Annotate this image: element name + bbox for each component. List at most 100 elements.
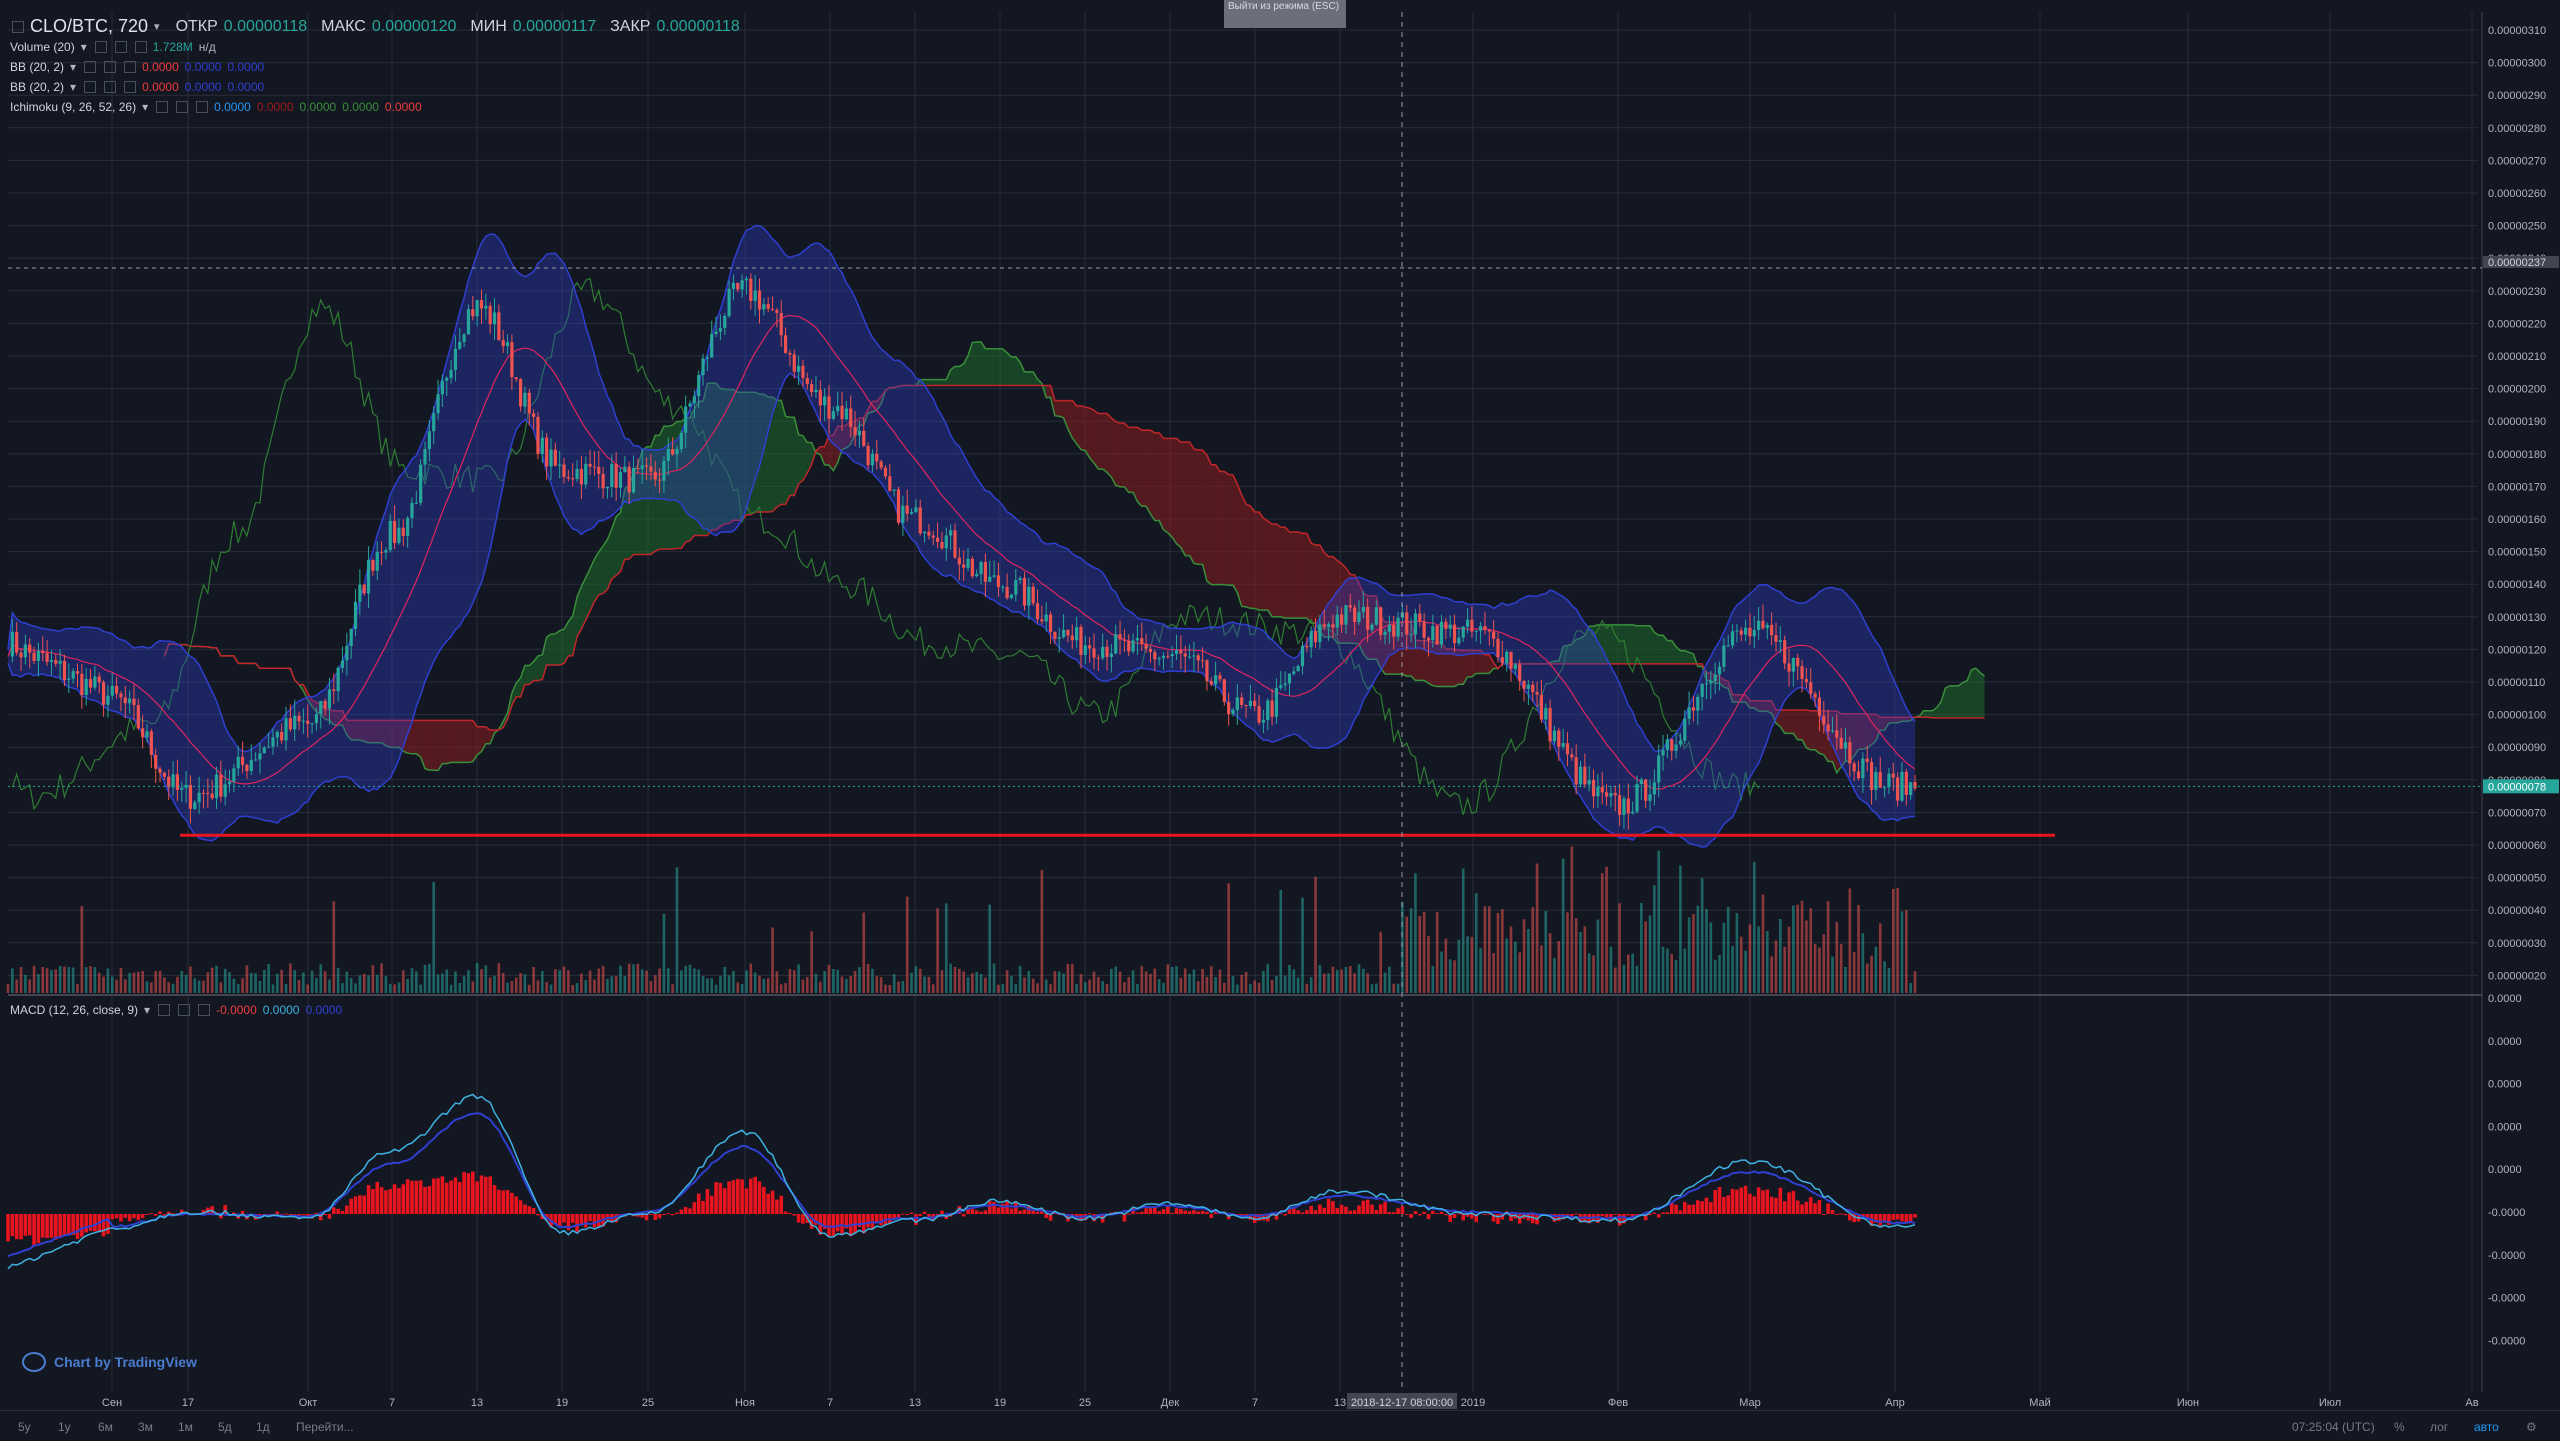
macd-histogram-bar: [562, 1214, 566, 1223]
macd-histogram-bar: [701, 1201, 705, 1214]
macd-histogram-bar: [336, 1209, 340, 1214]
tradingview-watermark[interactable]: Chart by TradingView: [22, 1352, 197, 1372]
volume-bar: [880, 977, 883, 993]
volume-bar: [593, 980, 596, 993]
volume-bar: [1058, 972, 1061, 993]
candle-body: [1227, 702, 1230, 714]
candle-body: [1336, 614, 1339, 627]
macd-signal-line: [8, 1113, 1915, 1256]
volume-bar: [1379, 932, 1382, 993]
volume-bar: [1366, 973, 1369, 993]
volume-bar: [1188, 974, 1191, 993]
candle-body: [1131, 640, 1134, 651]
candle-body: [280, 732, 283, 740]
macd-histogram-bar: [1831, 1210, 1835, 1214]
timeframe-1d[interactable]: 1д: [256, 1420, 270, 1434]
macd-histogram-bar: [1409, 1214, 1413, 1218]
timeframe-6m[interactable]: 6м: [98, 1420, 113, 1434]
volume-bar: [1227, 883, 1230, 993]
symbol-title[interactable]: CLO/BTC, 720: [30, 16, 148, 37]
candle-body: [284, 718, 287, 740]
volume-bar: [945, 903, 948, 993]
macd-histogram-bar: [1322, 1208, 1326, 1214]
macd-histogram-bar: [1718, 1187, 1722, 1214]
bb1-legend[interactable]: BB (20, 2) ▾ 0.0000 0.0000 0.0000: [10, 60, 264, 74]
settings-icon[interactable]: [104, 61, 116, 73]
volume-bar: [1193, 970, 1196, 993]
collapse-icon[interactable]: [12, 21, 24, 33]
close-icon[interactable]: [124, 81, 136, 93]
volume-bar: [1388, 967, 1391, 993]
candle-body: [1366, 607, 1369, 630]
chevron-down-icon[interactable]: ▾: [81, 40, 87, 54]
eye-icon[interactable]: [95, 41, 107, 53]
settings-icon[interactable]: [115, 41, 127, 53]
exit-fullscreen-hint[interactable]: Выйти из режима (ESC): [1224, 0, 1346, 28]
candle-body: [1292, 671, 1295, 674]
macd-histogram-bar: [1375, 1210, 1379, 1214]
ichimoku-legend[interactable]: Ichimoku (9, 26, 52, 26) ▾ 0.0000 0.0000…: [10, 100, 422, 114]
timeframe-5d[interactable]: 5д: [218, 1420, 232, 1434]
timeframe-1y[interactable]: 1y: [58, 1420, 71, 1434]
goto-date-button[interactable]: Перейти...: [296, 1420, 354, 1434]
bb2-legend[interactable]: BB (20, 2) ▾ 0.0000 0.0000 0.0000: [10, 80, 264, 94]
volume-bar: [428, 964, 431, 993]
close-icon[interactable]: [196, 101, 208, 113]
volume-bar: [1101, 981, 1104, 993]
volume-bar: [141, 971, 144, 993]
kumo-segment: [1103, 413, 1107, 472]
volume-bar: [1340, 969, 1343, 993]
ichimoku-legend-name[interactable]: Ichimoku (9, 26, 52, 26): [10, 100, 136, 114]
eye-icon[interactable]: [156, 101, 168, 113]
macd-histogram-bar: [1301, 1212, 1305, 1214]
macd-histogram-bar: [532, 1208, 536, 1214]
chevron-down-icon[interactable]: ▾: [70, 80, 76, 94]
timeframe-1m[interactable]: 1м: [178, 1420, 193, 1434]
bb1-legend-name[interactable]: BB (20, 2): [10, 60, 64, 74]
close-icon[interactable]: [124, 61, 136, 73]
timeframe-3m[interactable]: 3м: [138, 1420, 153, 1434]
log-toggle[interactable]: лог: [2430, 1420, 2448, 1434]
volume-bar: [1501, 909, 1504, 993]
chevron-down-icon[interactable]: ▾: [70, 60, 76, 74]
volume-legend[interactable]: Volume (20) ▾ 1.728M н/д: [10, 40, 216, 54]
candle-body: [1323, 624, 1326, 627]
macd-histogram-bar: [771, 1191, 775, 1214]
close-icon[interactable]: [135, 41, 147, 53]
candle-body: [541, 438, 544, 454]
volume-legend-name[interactable]: Volume (20): [10, 40, 75, 54]
macd-histogram-bar: [367, 1185, 371, 1214]
timeframe-5y[interactable]: 5y: [18, 1420, 31, 1434]
utc-clock[interactable]: 07:25:04 (UTC): [2292, 1420, 2375, 1434]
candle-body: [467, 309, 470, 334]
candle-body: [1214, 675, 1217, 684]
volume-bar: [676, 867, 679, 993]
percent-toggle[interactable]: %: [2394, 1420, 2405, 1434]
auto-scale-toggle[interactable]: авто: [2474, 1420, 2499, 1434]
candle-body: [293, 716, 296, 729]
macd-histogram-bar: [1422, 1212, 1426, 1214]
candle-body: [480, 300, 483, 309]
candle-body: [602, 474, 605, 488]
gear-icon[interactable]: ⚙: [2526, 1420, 2537, 1434]
macd-legend-name[interactable]: MACD (12, 26, close, 9): [10, 1003, 138, 1017]
bb2-legend-name[interactable]: BB (20, 2): [10, 80, 64, 94]
chevron-down-icon[interactable]: ▾: [154, 20, 160, 33]
settings-icon[interactable]: [176, 101, 188, 113]
chevron-down-icon[interactable]: ▾: [144, 1003, 150, 1017]
close-icon[interactable]: [198, 1004, 210, 1016]
volume-bar: [354, 983, 357, 993]
settings-icon[interactable]: [178, 1004, 190, 1016]
macd-histogram-bar: [171, 1213, 175, 1214]
macd-legend[interactable]: MACD (12, 26, close, 9) ▾ -0.0000 0.0000…: [10, 1003, 342, 1017]
volume-bar: [1010, 976, 1013, 993]
chevron-down-icon[interactable]: ▾: [142, 100, 148, 114]
settings-icon[interactable]: [104, 81, 116, 93]
eye-icon[interactable]: [84, 81, 96, 93]
macd-histogram-bar: [1891, 1214, 1895, 1220]
eye-icon[interactable]: [84, 61, 96, 73]
candle-body: [1014, 580, 1017, 595]
volume-bar: [1223, 983, 1226, 993]
eye-icon[interactable]: [158, 1004, 170, 1016]
